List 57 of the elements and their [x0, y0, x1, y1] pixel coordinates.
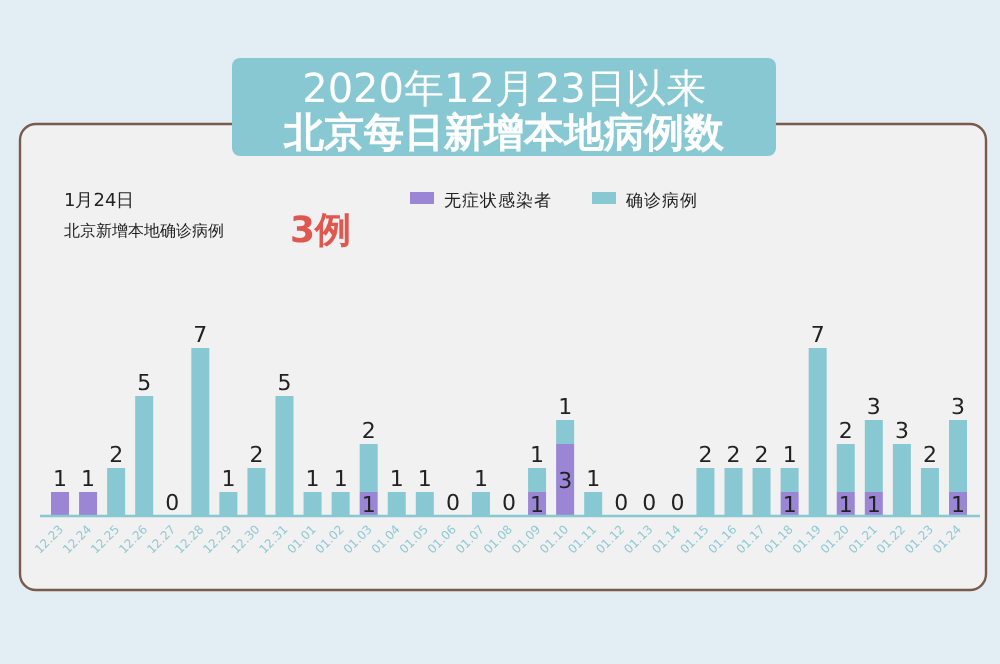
- data-label: 0: [670, 490, 685, 516]
- data-label: 1: [361, 492, 376, 518]
- data-label: 1: [53, 466, 67, 492]
- bar: [780, 468, 799, 492]
- data-label: 1: [782, 492, 797, 518]
- data-label: 7: [810, 322, 825, 348]
- data-label: 1: [333, 466, 348, 492]
- data-label: 1: [417, 466, 432, 492]
- data-label: 2: [922, 442, 937, 468]
- chart-title: 2020年12月23日以来: [302, 64, 706, 112]
- data-label: 0: [165, 490, 180, 516]
- data-label: 3: [866, 394, 881, 420]
- chart-subtitle: 北京每日新增本地病例数: [282, 108, 726, 156]
- data-label: 1: [305, 466, 320, 492]
- data-label: 1: [558, 394, 573, 420]
- data-label: 2: [249, 442, 264, 468]
- text: 北京新增本地确诊病例: [64, 222, 224, 240]
- data-label: 7: [193, 322, 208, 348]
- data-label: 2: [361, 418, 376, 444]
- data-label: 1: [586, 466, 601, 492]
- bar: [51, 492, 69, 516]
- data-label: 1: [473, 466, 488, 492]
- data-label: 0: [614, 490, 629, 516]
- bar: [79, 492, 98, 516]
- data-label: 2: [754, 442, 769, 468]
- data-label: 3: [894, 418, 909, 444]
- data-label: 1: [389, 466, 404, 492]
- data-label: 1: [838, 492, 853, 518]
- data-label: 1: [221, 466, 236, 492]
- data-label: 2: [838, 418, 853, 444]
- data-label: 1: [81, 466, 96, 492]
- bar: [556, 444, 575, 516]
- data-label: 3: [951, 394, 965, 420]
- data-label: 1: [951, 492, 965, 518]
- legend-label: 无症状感染者: [444, 190, 552, 212]
- data-label: 2: [698, 442, 713, 468]
- legend-label: 确诊病例: [624, 190, 698, 212]
- data-label: 0: [445, 490, 460, 516]
- bar: [528, 468, 547, 492]
- bar: [836, 444, 855, 492]
- text: 1月24日: [64, 192, 135, 212]
- data-label: 1: [866, 492, 881, 518]
- bar: [359, 444, 378, 492]
- bar: [556, 420, 575, 444]
- data-label: 2: [109, 442, 124, 468]
- data-label: 5: [277, 370, 292, 396]
- bar: [864, 420, 883, 492]
- data-label: 3: [558, 468, 573, 494]
- data-label: 2: [726, 442, 741, 468]
- data-label: 0: [502, 490, 516, 516]
- text: 3例: [290, 210, 352, 252]
- data-label: 1: [530, 492, 545, 518]
- data-label: 0: [642, 490, 657, 516]
- data-label: 1: [782, 442, 797, 468]
- bar: [949, 420, 967, 492]
- data-label: 5: [137, 370, 152, 396]
- data-label: 1: [530, 442, 545, 468]
